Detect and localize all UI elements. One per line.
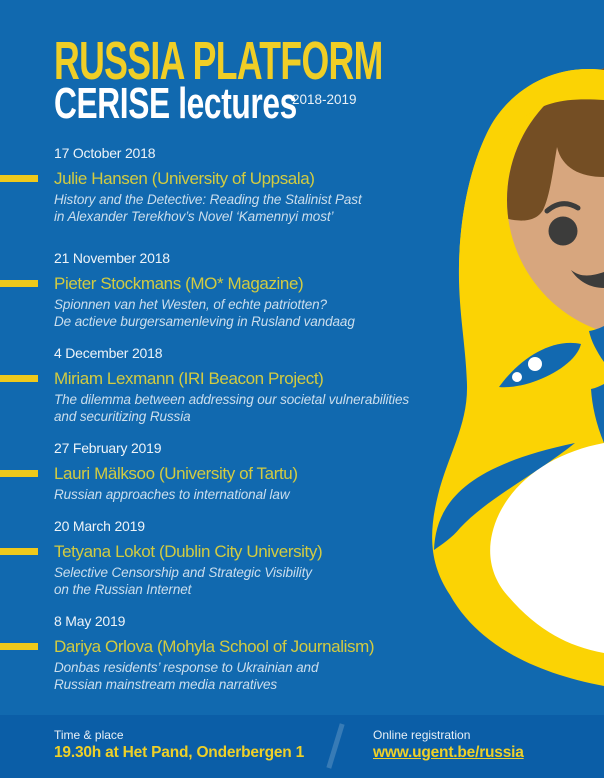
lecture-speaker: Pieter Stockmans (MO* Magazine) bbox=[54, 274, 304, 293]
doll-hood bbox=[459, 69, 604, 315]
scarf-ribbon-lower bbox=[591, 384, 604, 443]
slash-divider bbox=[326, 723, 345, 769]
dash-marker bbox=[0, 643, 38, 650]
registration-link[interactable]: www.ugent.be/russia bbox=[373, 744, 524, 761]
lecture-entry: 17 October 2018 Julie Hansen (University… bbox=[0, 146, 480, 225]
lecture-topic-line: The dilemma between addressing our socie… bbox=[54, 392, 410, 407]
poster-title: RUSSIA PLATFORM bbox=[54, 31, 383, 91]
lecture-speaker: Tetyana Lokot (Dublin City University) bbox=[54, 542, 323, 561]
dash-marker bbox=[0, 175, 38, 182]
lecture-topic-line: in Alexander Terekhov’s Novel ‘Kamennyi … bbox=[54, 209, 334, 224]
lecture-speaker: Miriam Lexmann (IRI Beacon Project) bbox=[54, 369, 324, 388]
footer: Time & place 19.30h at Het Pand, Onderbe… bbox=[0, 715, 604, 778]
doll-mouth bbox=[571, 270, 604, 288]
poster-subtitle: CERISE lectures bbox=[54, 79, 297, 128]
time-place-value: 19.30h at Het Pand, Onderbergen 1 bbox=[54, 744, 305, 761]
lecture-topic-line: De actieve burgersamenleving in Rusland … bbox=[54, 314, 355, 329]
registration-block: Online registration www.ugent.be/russia bbox=[373, 728, 524, 763]
dash-marker bbox=[0, 375, 38, 382]
registration-label: Online registration bbox=[373, 728, 471, 742]
lecture-date: 8 May 2019 bbox=[54, 613, 126, 629]
lecture-topic-line: Russian approaches to international law bbox=[54, 487, 290, 502]
lecture-date: 17 October 2018 bbox=[54, 145, 156, 161]
scarf-dot-large bbox=[528, 357, 542, 371]
lecture-date: 4 December 2018 bbox=[54, 345, 163, 361]
lecture-topic-line: History and the Detective: Reading the S… bbox=[54, 192, 362, 207]
dash-marker bbox=[0, 548, 38, 555]
lecture-entry: 27 February 2019 Lauri Mälksoo (Universi… bbox=[0, 441, 480, 503]
lecture-topic-line: Selective Censorship and Strategic Visib… bbox=[54, 565, 312, 580]
lecture-topic-line: on the Russian Internet bbox=[54, 582, 192, 597]
lecture-entry: 21 November 2018 Pieter Stockmans (MO* M… bbox=[0, 251, 480, 330]
dash-marker bbox=[0, 280, 38, 287]
doll-belly bbox=[490, 443, 604, 653]
lecture-date: 27 February 2019 bbox=[54, 440, 162, 456]
lecture-topic-line: Russian mainstream media narratives bbox=[54, 677, 278, 692]
season-label: 2018-2019 bbox=[292, 92, 357, 107]
doll-eye bbox=[548, 216, 578, 246]
time-place-label: Time & place bbox=[54, 728, 124, 742]
dash-marker bbox=[0, 470, 38, 477]
scarf-dot-small bbox=[512, 372, 522, 382]
lecture-list: 17 October 2018 Julie Hansen (University… bbox=[0, 146, 480, 709]
lecture-entry: 4 December 2018 Miriam Lexmann (IRI Beac… bbox=[0, 346, 480, 425]
lecture-date: 21 November 2018 bbox=[54, 250, 170, 266]
time-place-block: Time & place 19.30h at Het Pand, Onderbe… bbox=[54, 728, 304, 763]
lecture-speaker: Dariya Orlova (Mohyla School of Journali… bbox=[54, 637, 375, 656]
scarf-ribbon-upper bbox=[589, 326, 604, 362]
lecture-date: 20 March 2019 bbox=[54, 518, 145, 534]
lecture-topic-line: and securitizing Russia bbox=[54, 409, 191, 424]
lecture-speaker: Lauri Mälksoo (University of Tartu) bbox=[54, 464, 298, 483]
lecture-entry: 20 March 2019 Tetyana Lokot (Dublin City… bbox=[0, 519, 480, 598]
doll-eyebrow bbox=[544, 201, 581, 214]
lecture-topic-line: Spionnen van het Westen, of echte patrio… bbox=[54, 297, 327, 312]
lecture-entry: 8 May 2019 Dariya Orlova (Mohyla School … bbox=[0, 614, 480, 693]
scarf-crescent bbox=[434, 443, 575, 550]
lecture-topic-line: Donbas residents’ response to Ukrainian … bbox=[54, 660, 319, 675]
lecture-speaker: Julie Hansen (University of Uppsala) bbox=[54, 169, 315, 188]
